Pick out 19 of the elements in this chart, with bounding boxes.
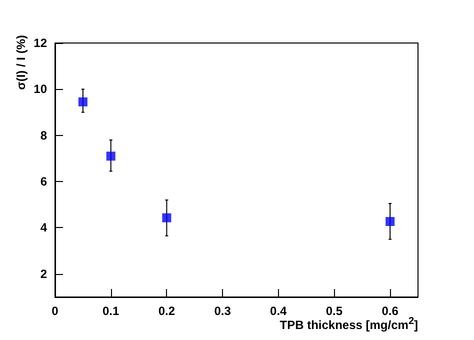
point (106, 152, 116, 161)
y-tick-label: 8 (40, 128, 48, 142)
x-tick-label: 0.4 (270, 304, 288, 318)
point (162, 213, 172, 222)
x-tick-label: 0.2 (158, 304, 176, 318)
x-tick-label: 0.5 (326, 304, 343, 318)
x-axis-title: TPB thickness [mg/cm$^{2}$] (280, 316, 418, 332)
y-tick-label: 4 (40, 220, 48, 235)
point (386, 216, 395, 226)
point (78, 97, 88, 106)
x-tick-label: 0.1 (102, 304, 120, 318)
x-tick-label: 0 (52, 304, 59, 318)
y-tick-label: 10 (34, 82, 48, 96)
y-tick-label: 12 (34, 36, 48, 50)
x-tick-label: 0.3 (214, 304, 232, 318)
y-axis-title: σ(I) / I (%) (14, 35, 28, 90)
x-tick-label: 0.6 (382, 304, 399, 318)
y-tick-label: 6 (40, 174, 48, 189)
y-tick-label: 2 (40, 266, 48, 281)
